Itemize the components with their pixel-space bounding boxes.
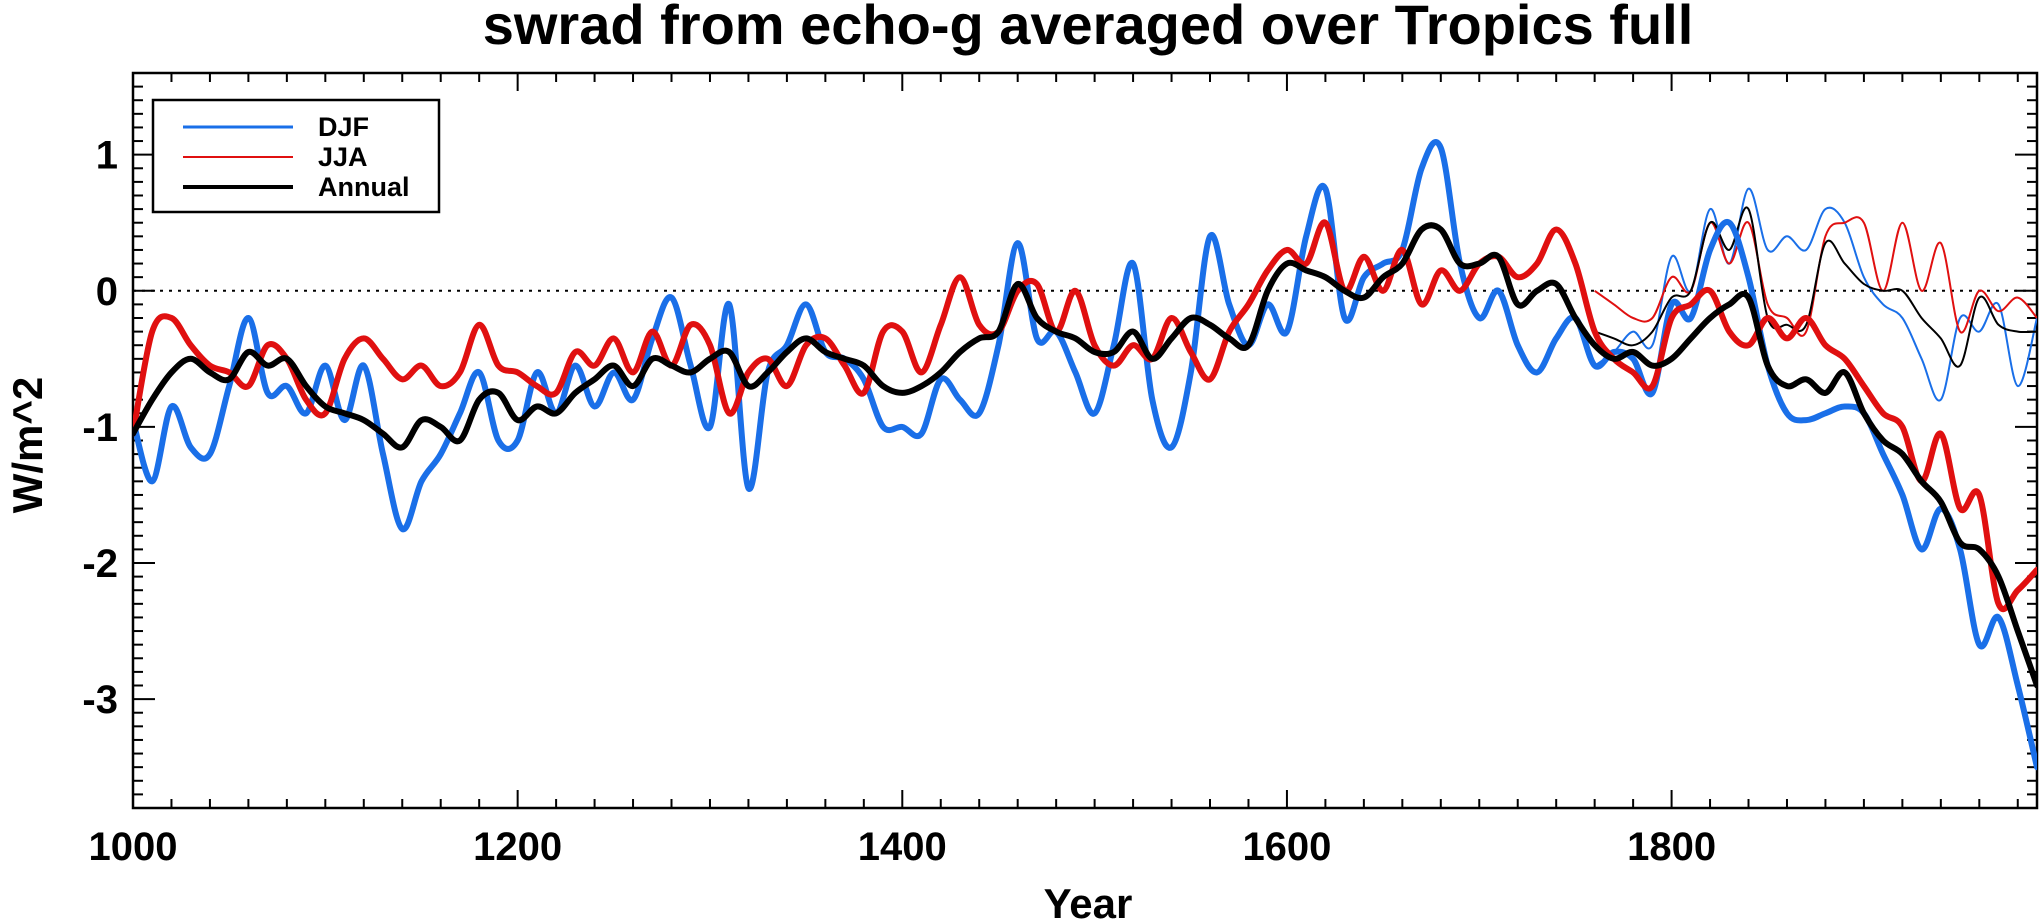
y-axis-label: W/m^2	[4, 377, 51, 514]
x-tick-label: 1400	[858, 825, 947, 869]
y-tick-label: 1	[96, 134, 118, 178]
legend-label-djf: DJF	[318, 112, 369, 142]
x-axis-label: Year	[1044, 880, 1133, 923]
series-line-annual	[133, 222, 2037, 689]
series-group	[133, 138, 2037, 771]
y-tick-label: 0	[96, 270, 118, 314]
y-tick-label: -2	[82, 542, 118, 586]
series-line-jja	[133, 219, 2037, 613]
x-tick-label: 1200	[473, 825, 562, 869]
y-tick-label: -3	[82, 678, 118, 722]
thin-series-line-djf	[1594, 187, 2037, 402]
thin-series-line-annual	[1594, 206, 2037, 368]
plot-area: 1000 1200 1400 1600 1800 1 0 -1 -2 -3	[82, 71, 2039, 869]
legend-label-annual: Annual	[318, 172, 410, 202]
series-line-djf	[133, 138, 2037, 771]
y-tick-label: -1	[82, 406, 118, 450]
legend-label-jja: JJA	[318, 142, 368, 172]
x-tick-label: 1800	[1627, 825, 1716, 869]
x-tick-label: 1000	[89, 825, 178, 869]
chart-title: swrad from echo-g averaged over Tropics …	[483, 0, 1694, 56]
x-tick-label: 1600	[1242, 825, 1331, 869]
